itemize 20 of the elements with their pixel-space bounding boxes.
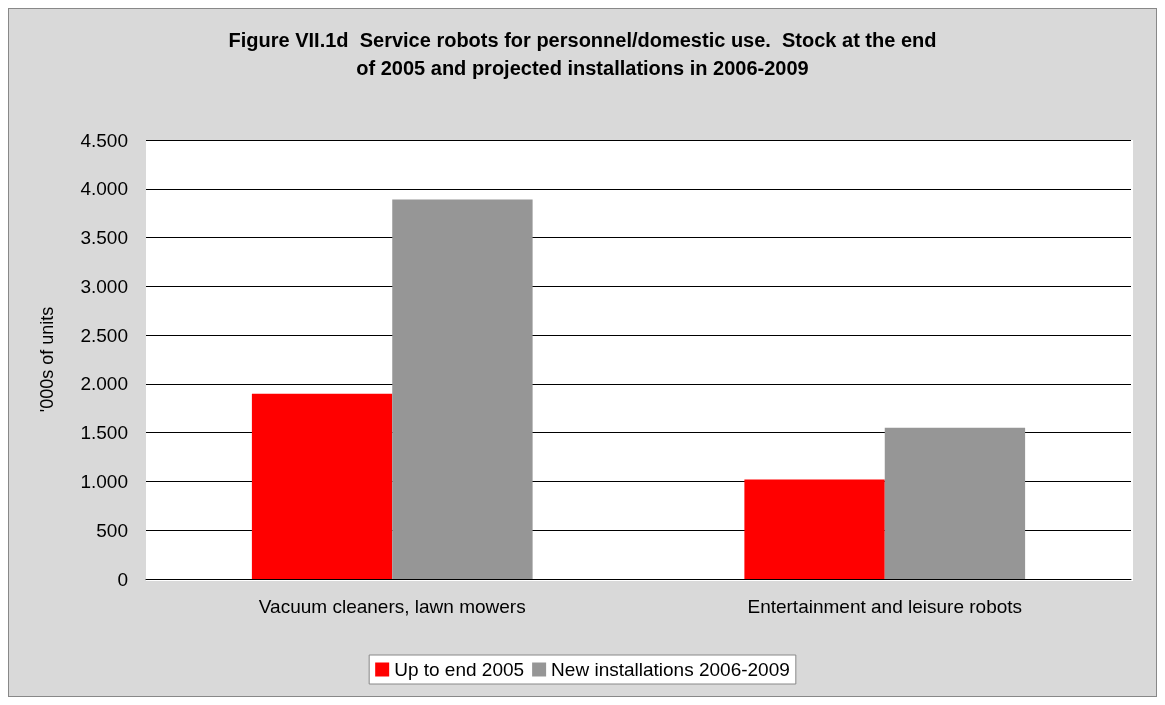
y-tick-label: 500: [96, 519, 128, 541]
legend-label: Up to end 2005: [394, 659, 525, 680]
y-tick-label: 2.000: [80, 373, 128, 395]
y-tick-label: 1.500: [80, 422, 128, 444]
y-tick-label: 4.500: [80, 129, 128, 151]
y-tick-label: 3.500: [80, 227, 128, 249]
bar: [884, 427, 1026, 579]
y-tick-label: 1.000: [80, 470, 128, 492]
bar: [392, 199, 533, 579]
y-tick-label: 2.500: [80, 324, 128, 346]
y-tick-label: 4.000: [80, 178, 128, 200]
x-tick-label: Entertainment and leisure robots: [747, 596, 1023, 617]
y-tick-label: 3.000: [80, 275, 128, 297]
bar: [744, 479, 885, 579]
y-axis-title: '000s of units: [37, 306, 57, 413]
y-tick-label: 0: [117, 568, 128, 590]
bar: [251, 393, 393, 579]
x-tick-label: Vacuum cleaners, lawn mowers: [258, 596, 526, 617]
legend-label: New installations 2006-2009: [551, 659, 790, 680]
chart-title: Figure VII.1d Service robots for personnel/domestic use. Stock at the end of 2005 and projected installations in 2006-2009: [228, 29, 937, 79]
